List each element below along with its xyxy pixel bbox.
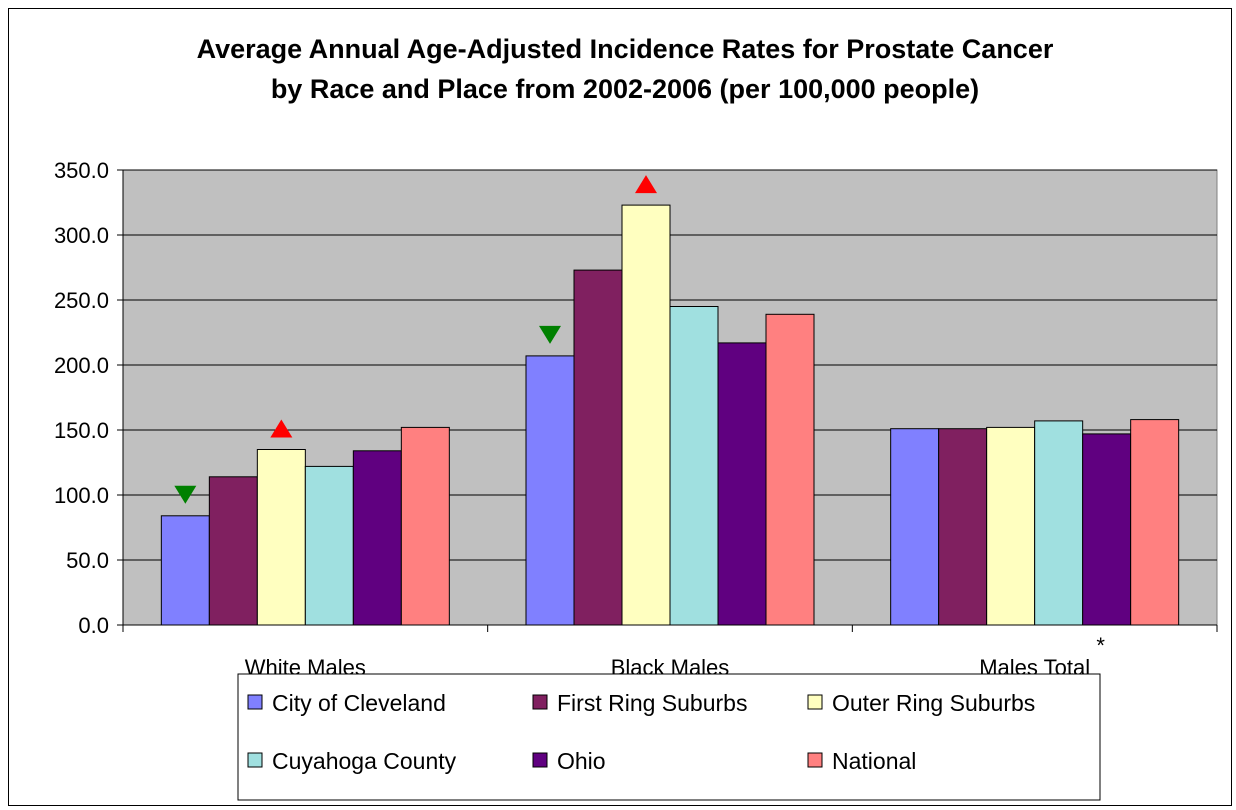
legend bbox=[237, 673, 1101, 801]
y-tick-label: 300.0 bbox=[54, 223, 109, 248]
bar bbox=[1130, 419, 1180, 626]
y-tick-label: 50.0 bbox=[66, 548, 109, 573]
footnote-asterisk: * bbox=[1096, 633, 1105, 658]
bar bbox=[669, 306, 719, 626]
legend-swatch bbox=[807, 694, 823, 710]
chart-title-line-2: by Race and Place from 2002-2006 (per 10… bbox=[271, 74, 979, 104]
y-tick-label: 150.0 bbox=[54, 418, 109, 443]
bar bbox=[256, 449, 306, 626]
legend-label: Ohio bbox=[557, 748, 606, 774]
bar bbox=[1034, 420, 1084, 626]
bar bbox=[938, 428, 988, 626]
bar bbox=[1082, 433, 1132, 626]
up-triangle-marker bbox=[635, 175, 657, 194]
bar bbox=[765, 313, 815, 626]
y-tick-label: 200.0 bbox=[54, 353, 109, 378]
bar bbox=[525, 355, 575, 626]
y-tick-label: 0.0 bbox=[78, 613, 109, 638]
y-tick-label: 100.0 bbox=[54, 483, 109, 508]
bar bbox=[352, 450, 402, 626]
bar bbox=[986, 426, 1036, 626]
legend-swatch bbox=[247, 752, 263, 768]
bar bbox=[890, 428, 940, 626]
down-triangle-marker bbox=[539, 325, 561, 344]
bar bbox=[621, 204, 671, 626]
y-tick-label: 250.0 bbox=[54, 288, 109, 313]
legend-swatch bbox=[247, 694, 263, 710]
up-triangle-marker bbox=[270, 419, 293, 438]
legend-label: First Ring Suburbs bbox=[557, 690, 747, 716]
chart-title-line-1: Average Annual Age-Adjusted Incidence Ra… bbox=[197, 34, 1054, 64]
legend-label: Cuyahoga County bbox=[272, 748, 457, 774]
legend-swatch bbox=[532, 694, 548, 710]
bar bbox=[160, 515, 210, 626]
legend-swatch bbox=[532, 752, 548, 768]
legend-label: National bbox=[832, 748, 916, 774]
bar bbox=[304, 465, 354, 626]
y-tick-label: 350.0 bbox=[54, 158, 109, 183]
legend-label: Outer Ring Suburbs bbox=[832, 690, 1035, 716]
bar bbox=[208, 476, 258, 626]
legend-label: City of Cleveland bbox=[272, 690, 446, 716]
bar bbox=[573, 269, 623, 626]
down-triangle-marker bbox=[174, 485, 197, 504]
bar bbox=[400, 426, 450, 626]
bar bbox=[717, 342, 767, 626]
legend-swatch bbox=[807, 752, 823, 768]
